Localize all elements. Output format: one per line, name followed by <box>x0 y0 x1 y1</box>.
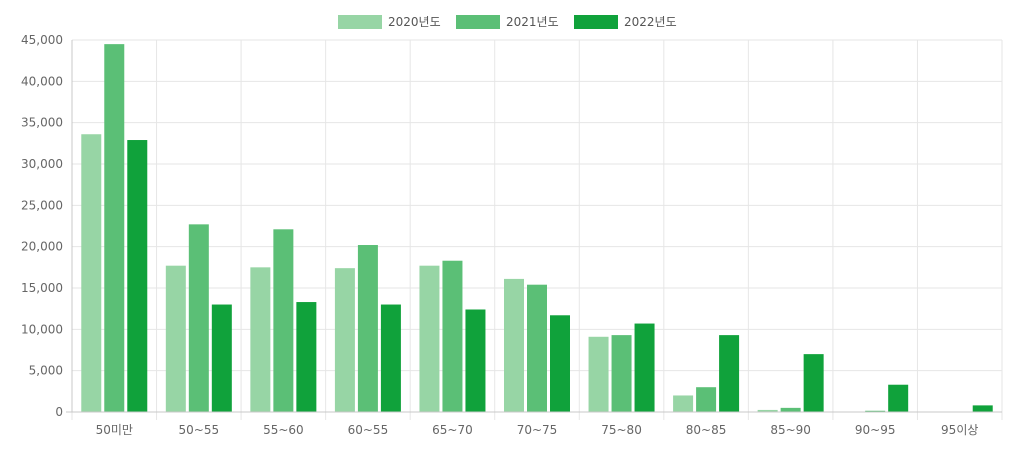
x-tick-label: 50~55 <box>179 423 220 437</box>
legend-label-2022[interactable]: 2022년도 <box>624 15 677 29</box>
bar-2021년도-55~60[interactable] <box>273 229 294 412</box>
bar-2021년도-70~75[interactable] <box>527 284 547 412</box>
y-tick-label: 15,000 <box>21 281 63 295</box>
y-tick-label: 20,000 <box>21 240 63 254</box>
bar-2020년도-55~60[interactable] <box>250 267 271 412</box>
y-tick-label: 30,000 <box>21 157 63 171</box>
bar-2021년도-80~85[interactable] <box>696 387 717 412</box>
x-tick-label: 95이상 <box>941 423 978 437</box>
legend-swatch-2022[interactable] <box>574 15 618 29</box>
bar-2021년도-85~90[interactable] <box>780 407 801 412</box>
bar-2022년도-50미만[interactable] <box>127 140 148 412</box>
axes <box>66 40 1002 413</box>
bar-2022년도-55~60[interactable] <box>296 302 317 412</box>
y-tick-label: 10,000 <box>21 322 63 336</box>
bar-2020년도-85~90[interactable] <box>757 409 778 412</box>
bar-2022년도-60~55[interactable] <box>380 304 401 412</box>
y-tick-label: 35,000 <box>21 116 63 130</box>
x-tick-label: 85~90 <box>770 423 811 437</box>
bar-2021년도-50~55[interactable] <box>188 224 209 412</box>
x-tick-label: 75~80 <box>601 423 642 437</box>
x-tick-label: 70~75 <box>517 423 558 437</box>
y-axis-tick-labels: 0 5,000 10,000 15,000 20,000 25,000 30,000 35,0… <box>21 33 63 419</box>
bar-2021년도-75~80[interactable] <box>611 335 632 412</box>
y-tick-label: 0 <box>55 405 63 419</box>
legend-label-2020[interactable]: 2020년도 <box>388 15 441 29</box>
bar-2022년도-90~95[interactable] <box>888 384 909 412</box>
bar-2021년도-90~95[interactable] <box>865 410 886 412</box>
y-tick-label: 45,000 <box>21 33 63 47</box>
bar-2020년도-65~70[interactable] <box>419 265 440 412</box>
bar-2020년도-50미만[interactable] <box>81 134 102 413</box>
bar-2020년도-75~80[interactable] <box>588 336 609 412</box>
x-tick-label: 90~95 <box>855 423 896 437</box>
y-tick-label: 5,000 <box>29 364 63 378</box>
legend-swatch-2021[interactable] <box>456 15 500 29</box>
bar-2022년도-70~75[interactable] <box>550 315 570 412</box>
bar-2022년도-80~85[interactable] <box>719 335 740 412</box>
bar-2020년도-70~75[interactable] <box>504 278 524 412</box>
bar-2022년도-85~90[interactable] <box>803 354 824 412</box>
x-tick-label: 60~55 <box>348 423 389 437</box>
bar-2022년도-75~80[interactable] <box>634 323 655 412</box>
bar-2022년도-50~55[interactable] <box>211 304 232 412</box>
x-axis-tick-labels: 50미만 50~55 55~60 60~55 65~70 70~75 75~80 80~85 8… <box>96 423 979 437</box>
bar-2021년도-50미만[interactable] <box>104 44 125 413</box>
legend: 2020년도 2021년도 2022년도 <box>338 15 677 29</box>
bar-2020년도-50~55[interactable] <box>165 265 186 412</box>
bar-2021년도-65~70[interactable] <box>442 260 463 412</box>
x-tick-label: 55~60 <box>263 423 304 437</box>
legend-swatch-2020[interactable] <box>338 15 382 29</box>
bars <box>81 44 993 413</box>
bar-2022년도-65~70[interactable] <box>465 309 486 412</box>
x-tick-label: 80~85 <box>686 423 727 437</box>
legend-label-2021[interactable]: 2021년도 <box>506 15 559 29</box>
y-tick-label: 40,000 <box>21 74 63 88</box>
bar-2020년도-60~55[interactable] <box>334 268 355 412</box>
x-tick-label: 65~70 <box>432 423 473 437</box>
x-tick-label: 50미만 <box>96 423 133 437</box>
bar-2022년도-95이상[interactable] <box>972 405 993 412</box>
bar-2020년도-80~85[interactable] <box>673 395 694 412</box>
bar-2021년도-60~55[interactable] <box>357 245 378 412</box>
y-tick-label: 25,000 <box>21 198 63 212</box>
